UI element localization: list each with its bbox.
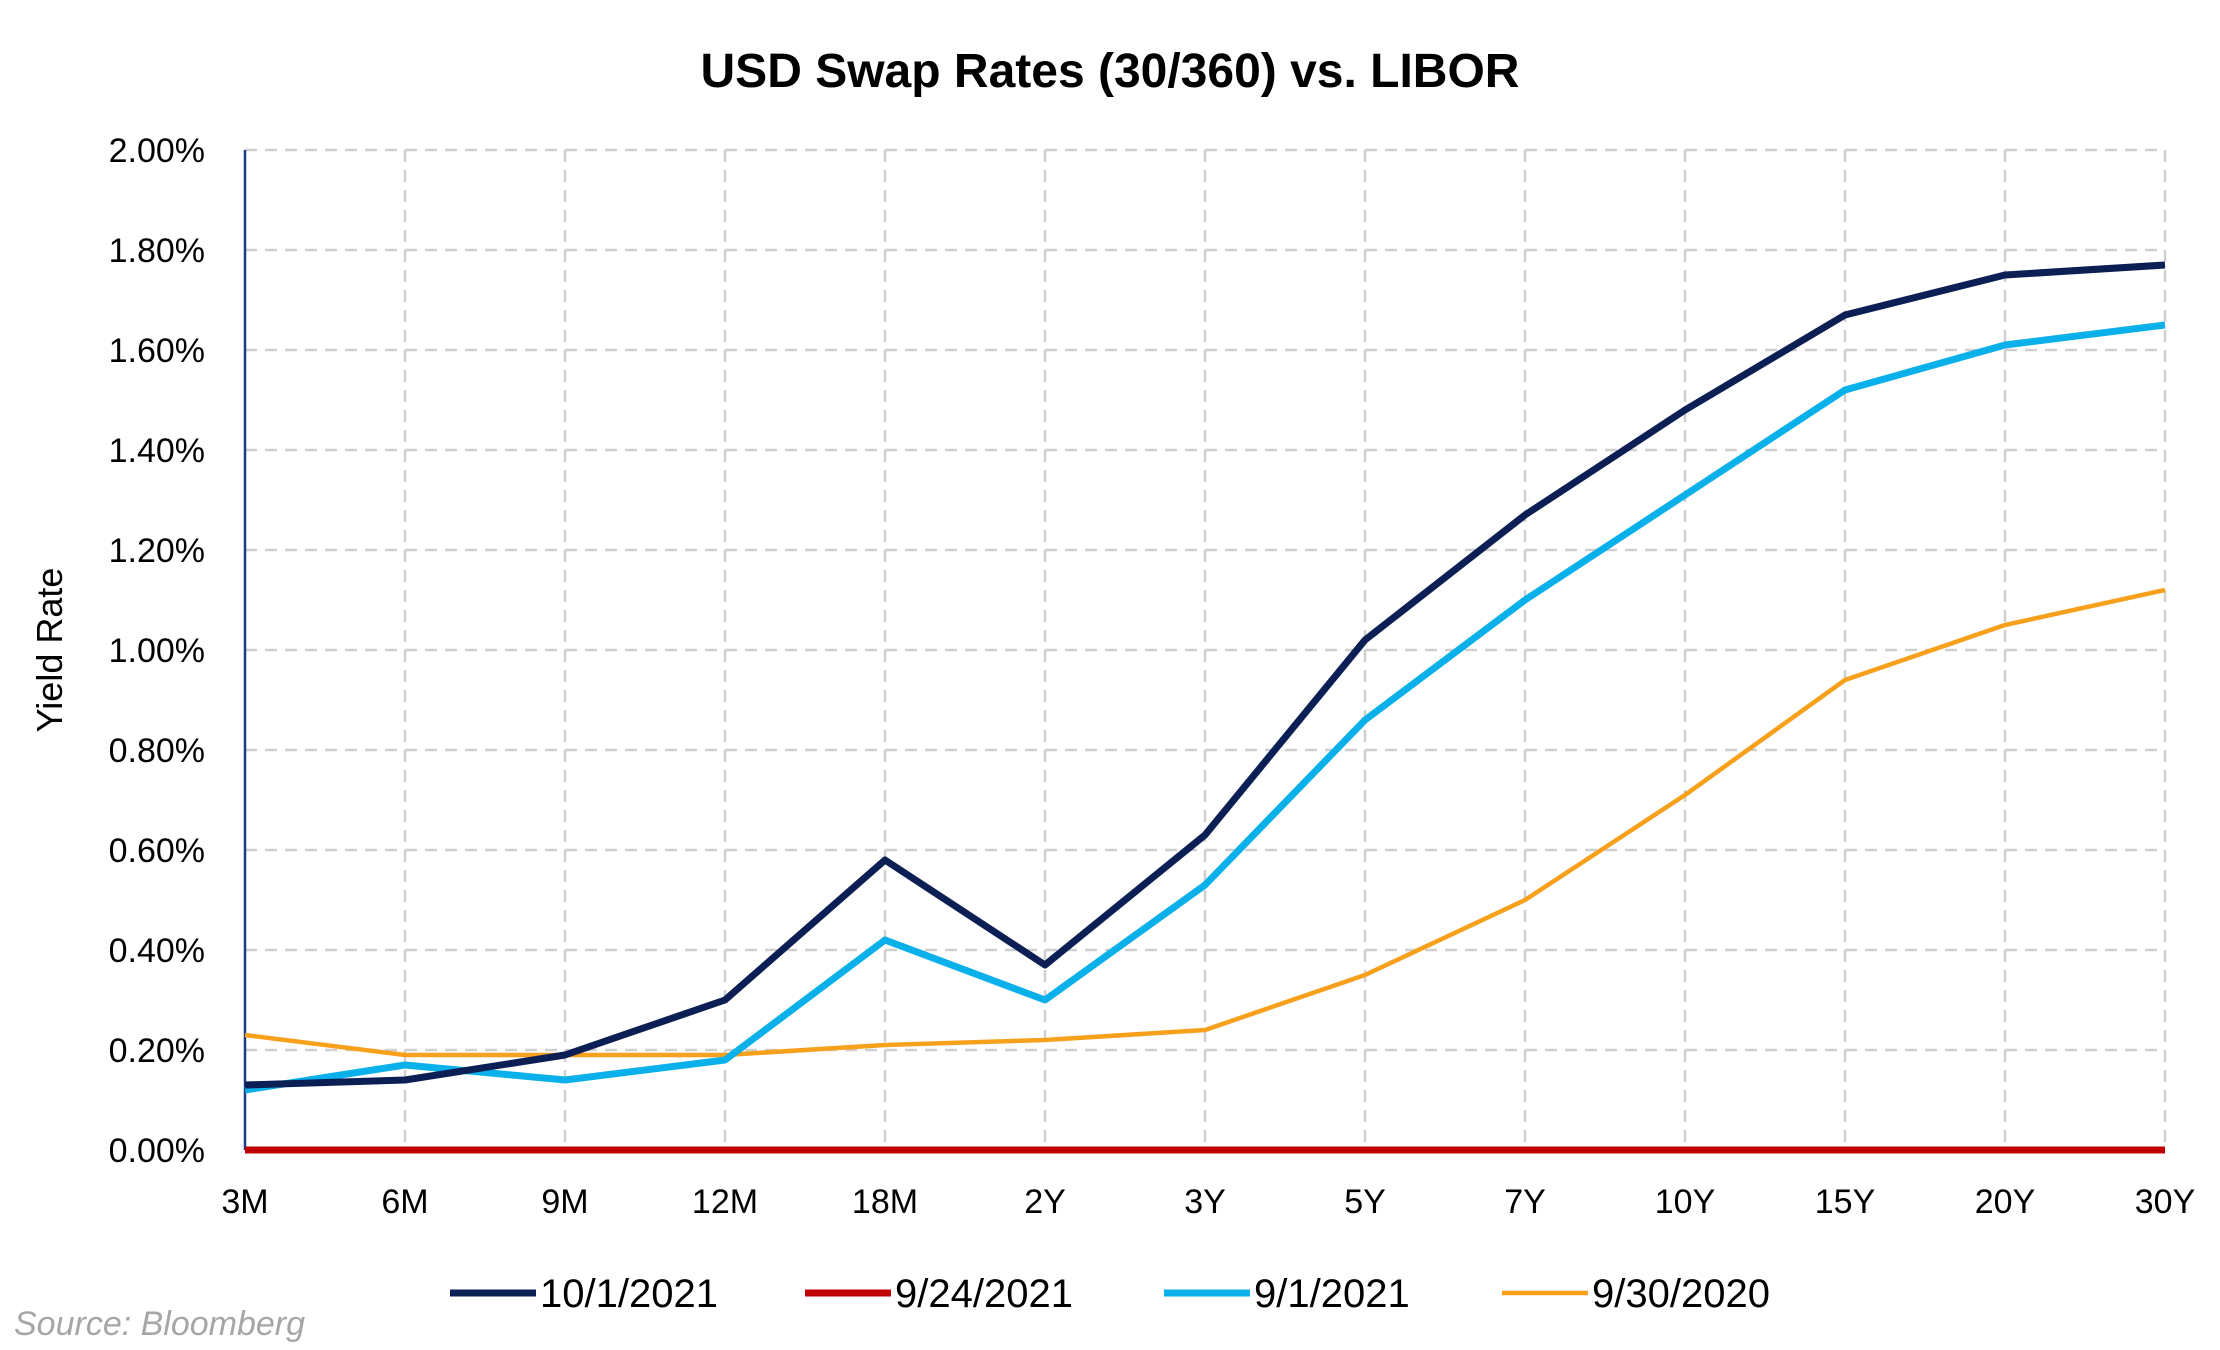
x-tick-label: 9M bbox=[541, 1183, 588, 1221]
y-axis-title: Yield Rate bbox=[29, 568, 70, 733]
x-tick-label: 10Y bbox=[1655, 1183, 1716, 1221]
legend: 10/1/2021 9/24/2021 9/1/2021 9/30/2020 bbox=[450, 1272, 1770, 1316]
y-tick-label: 0.60% bbox=[109, 832, 205, 870]
source-note: Source: Bloomberg bbox=[14, 1305, 305, 1343]
series-line-1 bbox=[244, 261, 2166, 1089]
legend-label: 9/30/2020 bbox=[1592, 1272, 1770, 1316]
x-tick-label: 5Y bbox=[1344, 1183, 1386, 1221]
series-group bbox=[244, 261, 2166, 1154]
y-tick-label: 1.60% bbox=[109, 332, 205, 370]
legend-label: 9/1/2021 bbox=[1254, 1272, 1410, 1316]
legend-label: 9/24/2021 bbox=[895, 1272, 1073, 1316]
y-tick-label: 0.00% bbox=[109, 1132, 205, 1170]
series-line-3 bbox=[244, 321, 2166, 1094]
legend-label: 10/1/2021 bbox=[540, 1272, 718, 1316]
y-tick-label: 2.00% bbox=[109, 132, 205, 170]
x-tick-label: 6M bbox=[381, 1183, 428, 1221]
x-tick-label: 2Y bbox=[1024, 1183, 1066, 1221]
grid bbox=[245, 148, 2167, 1150]
y-tick-label: 1.80% bbox=[109, 232, 205, 270]
x-tick-label: 20Y bbox=[1975, 1183, 2036, 1221]
chart-title: USD Swap Rates (30/360) vs. LIBOR bbox=[701, 45, 1520, 98]
x-tick-label: 30Y bbox=[2135, 1183, 2196, 1221]
y-tick-label: 0.20% bbox=[109, 1032, 205, 1070]
x-tick-label: 3M bbox=[221, 1183, 268, 1221]
y-axis-ticks: 0.00% 0.20% 0.40% 0.60% 0.80% 1.00% 1.20% 1.40%… bbox=[109, 132, 205, 1170]
y-tick-label: 0.40% bbox=[109, 932, 205, 970]
x-tick-label: 7Y bbox=[1504, 1183, 1546, 1221]
y-tick-label: 0.80% bbox=[109, 732, 205, 770]
y-tick-label: 1.20% bbox=[109, 532, 205, 570]
x-tick-label: 3Y bbox=[1184, 1183, 1226, 1221]
x-tick-label: 18M bbox=[852, 1183, 918, 1221]
x-tick-label: 12M bbox=[692, 1183, 758, 1221]
y-tick-label: 1.00% bbox=[109, 632, 205, 670]
y-tick-label: 1.40% bbox=[109, 432, 205, 470]
x-axis-ticks: 3M 6M 9M 12M 18M 2Y 3Y 5Y 7Y 10Y 15Y 20Y 30Y bbox=[221, 1183, 2195, 1221]
x-tick-label: 15Y bbox=[1815, 1183, 1876, 1221]
